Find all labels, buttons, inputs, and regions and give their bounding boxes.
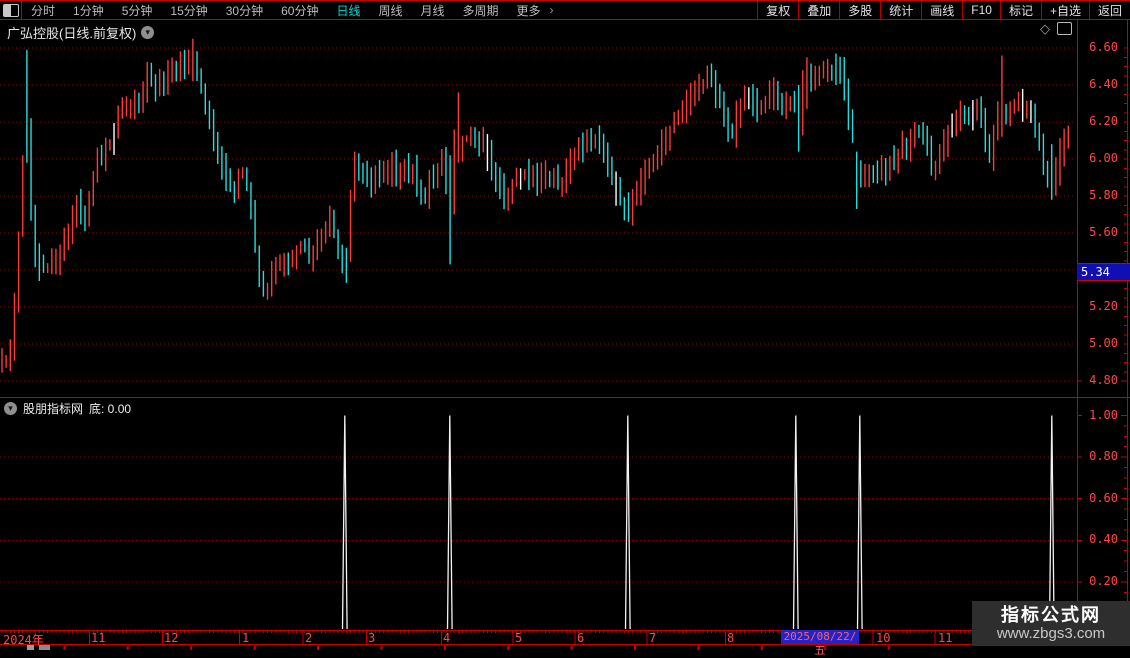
indicator-spike [341, 415, 348, 630]
indicator-spike [624, 415, 631, 630]
stock-title: 广弘控股(日线.前复权) [7, 26, 137, 41]
indicator-value: 底: 0.00 [89, 402, 132, 416]
month-label: 12 [164, 631, 179, 645]
toolbar-period-item-4[interactable]: 30分钟 [225, 3, 264, 18]
panel-left-icon [2, 3, 19, 17]
tools-menu: 复权 叠加 多股 统计 画线 F10 标记 +自选 返回 [757, 1, 1130, 19]
month-label: 1 [242, 631, 250, 645]
toolbar-period-item-7[interactable]: 周线 [378, 3, 403, 18]
toolbar-period-item-3[interactable]: 15分钟 [170, 3, 208, 18]
month-label: 2 [305, 631, 313, 645]
month-label: 4 [443, 631, 451, 645]
toolbar-tool-item-2[interactable]: 多股 [839, 1, 880, 19]
indicator-label: 0.80 [1089, 449, 1118, 464]
toolbar-period-item-1[interactable]: 1分钟 [73, 3, 104, 18]
month-label: 11 [938, 631, 953, 645]
month-label: 7 [649, 631, 657, 645]
toolbar-tool-item-4[interactable]: 画线 [921, 1, 962, 19]
chevron-right-icon[interactable]: › [549, 3, 554, 17]
toolbar-tool-item-5[interactable]: F10 [962, 1, 1000, 19]
chart-corner-tools: ◇ [1040, 22, 1072, 35]
top-toolbar: 分时 1分钟 5分钟 15分钟 30分钟 60分钟 日线 周线 月线 多周期 更多 › 复权 叠加 多股… [0, 0, 1130, 20]
indicator-header: ▾ 股朋指标网 底: 0.00 [4, 400, 131, 417]
toolbar-period-item-0[interactable]: 分时 [31, 3, 56, 18]
price-label: 6.60 [1089, 40, 1118, 54]
indicator-spike [446, 415, 453, 630]
chart-title-row: 广弘控股(日线.前复权) ▾ [7, 23, 155, 42]
toolbar-tool-item-3[interactable]: 统计 [880, 1, 921, 19]
diamond-icon[interactable]: ◇ [1040, 21, 1050, 36]
toolbar-period-item-2[interactable]: 5分钟 [121, 3, 153, 18]
chevron-down-icon[interactable]: ▾ [4, 402, 17, 415]
month-label: 6 [577, 631, 585, 645]
toolbar-period-item-8[interactable]: 月线 [420, 3, 445, 18]
price-label: 6.00 [1089, 151, 1118, 165]
toolbar-tool-item-6[interactable]: 标记 [999, 1, 1041, 19]
month-label: 11 [91, 631, 106, 645]
price-label: 4.80 [1089, 373, 1118, 387]
indicator-spike [1048, 415, 1055, 630]
toolbar-tool-item-8[interactable]: 返回 [1088, 1, 1130, 19]
indicator-label: 0.60 [1089, 490, 1118, 505]
toolbar-tool-item-0[interactable]: 复权 [757, 1, 798, 19]
indicator-label: 0.40 [1089, 532, 1118, 547]
indicator-spike [856, 415, 863, 630]
toolbar-period-item-10[interactable]: 更多 [516, 3, 541, 18]
indicator-name: 股朋指标网 [23, 402, 84, 416]
price-label: 5.00 [1089, 336, 1118, 350]
price-label: 5.20 [1089, 299, 1118, 313]
price-label: 5.80 [1089, 188, 1118, 202]
month-label: 10 [876, 631, 891, 645]
toolbar-tool-item-1[interactable]: 叠加 [798, 1, 839, 19]
price-label: 6.40 [1089, 77, 1118, 91]
indicator-label: 0.20 [1089, 573, 1118, 588]
watermark-title: 指标公式网 [1001, 605, 1101, 625]
price-label: 6.20 [1089, 114, 1118, 128]
layout-toggle-button[interactable] [0, 1, 22, 19]
current-price-badge: 5.34 [1077, 263, 1130, 281]
month-label: 8 [727, 631, 735, 645]
month-label: 5 [515, 631, 523, 645]
toolbar-period-item-5[interactable]: 60分钟 [281, 3, 319, 18]
toolbar-period-item-6[interactable]: 日线 [336, 3, 361, 18]
toolbar-period-item-9[interactable]: 多周期 [462, 3, 499, 18]
month-label: 3 [368, 631, 376, 645]
period-menu: 分时 1分钟 5分钟 15分钟 30分钟 60分钟 日线 周线 月线 多周期 更多 [22, 1, 550, 19]
indicator-label: 1.00 [1089, 407, 1118, 422]
price-label: 5.60 [1089, 225, 1118, 239]
watermark-url: www.zbgs3.com [996, 625, 1106, 642]
selected-date-badge: 2025/08/22/五 [781, 630, 859, 657]
watermark: 指标公式网 www.zbgs3.com [972, 601, 1130, 646]
panel-right-icon[interactable] [1057, 22, 1072, 35]
month-label: 2024年 [3, 633, 44, 647]
indicator-spike [792, 415, 799, 630]
toolbar-tool-item-7[interactable]: +自选 [1040, 1, 1089, 19]
chevron-down-icon[interactable]: ▾ [141, 26, 155, 39]
